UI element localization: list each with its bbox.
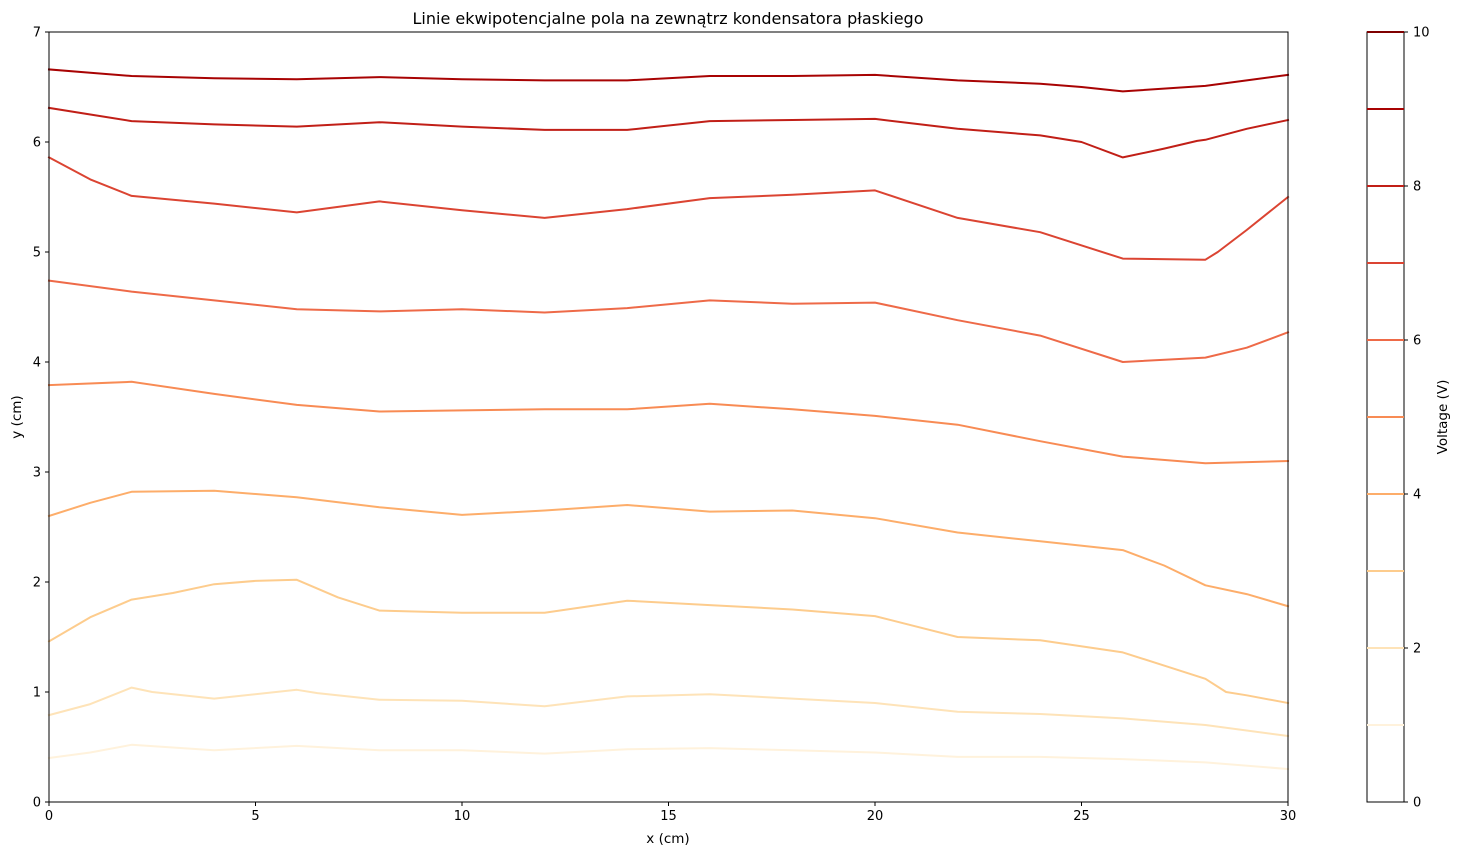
equipotential-line-2	[47, 686, 1290, 738]
x-tick-label-20: 20	[867, 809, 884, 824]
colorbar-tick-label-8: 8	[1413, 180, 1421, 195]
y-tick-label-4: 4	[33, 356, 41, 371]
colorbar-tick-label-10: 10	[1413, 26, 1430, 41]
equipotential-line-9	[47, 68, 1290, 93]
x-axis-label: x (cm)	[646, 831, 689, 847]
y-tick-label-6: 6	[33, 136, 41, 151]
x-tick-label-0: 0	[45, 809, 53, 824]
x-tick-label-10: 10	[454, 809, 471, 824]
x-tick-label-15: 15	[660, 809, 677, 824]
plot-frame	[48, 31, 1289, 803]
equipotential-line-3	[47, 578, 1290, 705]
chart-title: Linie ekwipotencjalne pola na zewnątrz k…	[413, 9, 924, 28]
y-tick-label-7: 7	[33, 26, 41, 41]
colorbar-label: Voltage (V)	[1435, 380, 1451, 455]
colorbar-tick-label-0: 0	[1413, 796, 1421, 811]
equipotential-line-4	[47, 489, 1290, 608]
y-tick-label-2: 2	[33, 576, 41, 591]
y-tick-label-5: 5	[33, 246, 41, 261]
colorbar-tick-label-4: 4	[1413, 488, 1421, 503]
y-axis-label: y (cm)	[9, 395, 25, 438]
colorbar-tick-label-6: 6	[1413, 334, 1421, 349]
y-tick-label-0: 0	[33, 796, 41, 811]
x-tick-label-5: 5	[251, 809, 259, 824]
x-axis: 0 5 10 15 20 25 30	[45, 802, 1296, 824]
equipotential-line-1	[47, 743, 1290, 771]
colorbar: 0 2 4 6 8 10	[1366, 26, 1430, 811]
equipotential-line-5	[47, 380, 1290, 465]
x-tick-label-30: 30	[1280, 809, 1297, 824]
plot-area	[47, 31, 1290, 803]
equipotential-line-8	[47, 106, 1290, 159]
y-tick-label-3: 3	[33, 466, 41, 481]
x-tick-label-25: 25	[1073, 809, 1090, 824]
y-tick-label-1: 1	[33, 686, 41, 701]
equipotential-line-6	[47, 279, 1290, 363]
equipotential-line-7	[47, 156, 1290, 261]
colorbar-tick-label-2: 2	[1413, 642, 1421, 657]
y-axis: 0 1 2 3 4 5 6 7	[33, 26, 49, 811]
